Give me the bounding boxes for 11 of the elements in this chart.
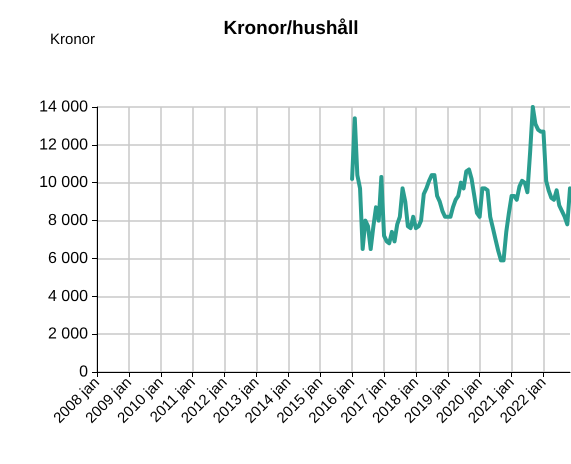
y-tick-label: 8 000 [48,212,88,230]
y-tick-label: 0 [79,364,88,380]
y-tick-label: 10 000 [39,174,88,192]
y-tick-label: 14 000 [39,98,88,116]
y-tick-label: 4 000 [48,288,88,305]
line-series [350,105,571,262]
y-axis-title: Kronor [50,31,96,48]
y-tick-label: 12 000 [39,136,88,154]
y-tick-label: 2 000 [48,326,88,343]
y-tick-label: 6 000 [48,250,88,267]
chart-title: Kronor/hushåll [223,18,359,39]
